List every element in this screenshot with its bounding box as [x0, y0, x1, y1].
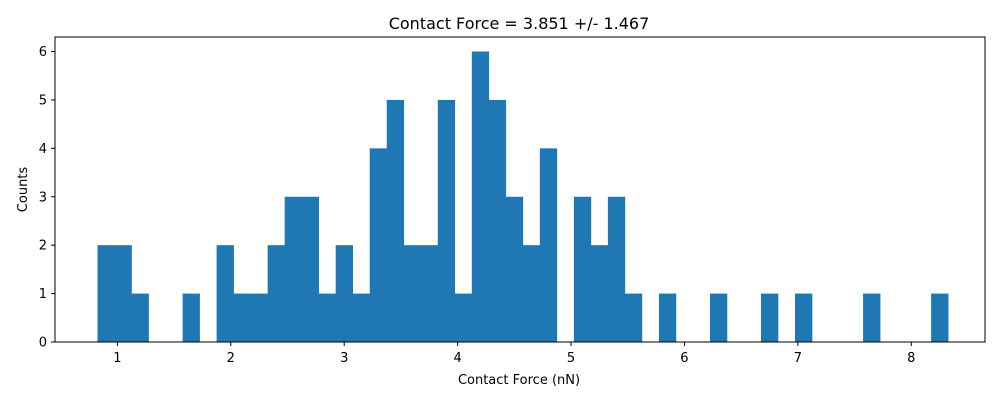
histogram-bar: [795, 293, 813, 342]
histogram-bar: [863, 293, 881, 342]
histogram-bar: [352, 293, 371, 342]
histogram-bar: [250, 293, 268, 342]
histogram-bar: [488, 99, 507, 342]
histogram-bar: [931, 293, 949, 342]
histogram-bar: [318, 293, 336, 342]
y-tick-label: 3: [39, 190, 47, 205]
histogram-bar: [658, 293, 677, 342]
histogram-bar: [335, 245, 354, 342]
y-tick-label: 1: [39, 287, 47, 302]
x-axis: 1 2 3 4 5 6 7 8: [113, 342, 915, 366]
y-axis-label: Counts: [16, 167, 31, 213]
y-tick-label: 6: [39, 45, 47, 60]
y-tick-label: 0: [39, 336, 47, 351]
histogram-bar: [761, 293, 779, 342]
histogram-bar: [420, 245, 439, 342]
x-tick-label: 7: [794, 351, 802, 366]
y-tick-label: 4: [39, 142, 47, 157]
histogram-bar: [454, 293, 473, 342]
histogram-bar: [216, 245, 234, 342]
histogram-bar: [709, 293, 728, 342]
x-axis-label: Contact Force (nN): [458, 373, 580, 388]
histogram-bar: [131, 293, 149, 342]
histogram-bar: [97, 245, 115, 342]
histogram-bar: [573, 196, 592, 342]
histogram-bar: [607, 196, 626, 342]
y-tick-label: 2: [39, 239, 47, 254]
plot-frame: [54, 36, 986, 343]
chart-title: Contact Force = 3.851 +/- 1.467: [389, 14, 650, 33]
histogram-bar: [284, 196, 302, 342]
histogram-bar: [471, 51, 490, 343]
histogram-bar: [369, 148, 388, 342]
histogram-bar: [590, 245, 609, 342]
histogram-bar: [386, 99, 405, 342]
histogram-bar: [233, 293, 251, 342]
histogram-bar: [301, 196, 319, 342]
histogram-bar: [624, 293, 643, 342]
x-tick-label: 3: [340, 351, 348, 366]
x-tick-label: 4: [453, 351, 461, 366]
histogram-bar: [437, 99, 456, 342]
y-tick-label: 5: [39, 93, 47, 108]
x-tick-label: 1: [113, 351, 121, 366]
histogram-bar: [403, 245, 422, 342]
y-axis: 0 1 2 3 4 5 6: [39, 45, 55, 351]
histogram-bar: [267, 245, 285, 342]
x-tick-label: 2: [227, 351, 235, 366]
histogram-bar: [522, 245, 541, 342]
histogram-bar: [505, 196, 524, 342]
histogram-bar: [114, 245, 132, 342]
bars-group: [97, 51, 949, 343]
histogram-bar: [182, 293, 200, 342]
x-tick-label: 8: [907, 351, 915, 366]
histogram-bar: [539, 148, 558, 342]
x-tick-label: 5: [567, 351, 575, 366]
x-tick-label: 6: [680, 351, 688, 366]
